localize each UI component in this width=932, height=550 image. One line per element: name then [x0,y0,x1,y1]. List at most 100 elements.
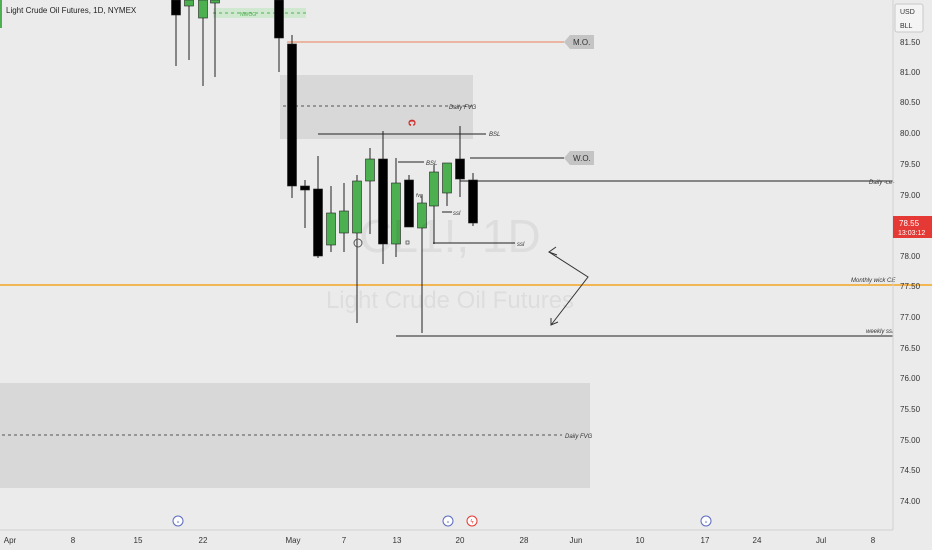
candle-bear [468,179,478,224]
calendar-icon-glyph: » [177,520,180,526]
wo-badge-shape [564,151,594,165]
event-icon-2[interactable]: » [442,515,454,527]
calendar-icon [172,515,184,527]
left-edge-bar [0,0,2,28]
candle-bull [339,210,349,234]
circle-marker [353,238,363,248]
candle-bear [404,179,414,228]
price-tick-label: 78.00 [900,252,921,261]
candle-bear [274,0,284,39]
mo-label: M.O. [573,38,590,47]
price-tick-label: 81.00 [900,68,921,77]
watermark-name: Light Crude Oil Futures [326,287,574,314]
price-tick-label: 76.50 [900,344,921,353]
calendar-icon [700,515,712,527]
lightning-icon [466,515,478,527]
weekly-ssl-label: weekly ssl [866,329,894,335]
price-tick-label: 79.50 [900,160,921,169]
symbol-title[interactable]: Light Crude Oil Futures, 1D, NYMEX [6,6,137,15]
price-tick-label: 75.50 [900,405,921,414]
countdown-value: 13:03:12 [898,230,925,237]
arrow-head-upper [547,246,558,256]
currency-box-frame [894,3,924,33]
event-icon-3[interactable]: ϟ [466,515,478,527]
candle-bull [417,202,427,229]
unit-label: BLL [900,23,913,30]
currency-label: USD [900,9,915,16]
candle-bear [300,185,310,191]
currency-box[interactable]: USD BLL [894,3,924,33]
daily-ce-label: Daily -ce- [869,180,894,186]
arrow-path [548,251,589,326]
time-tick-label: 15 [134,536,143,545]
candle-bull [352,180,362,234]
time-axis[interactable]: Apr 8 15 22 May 7 13 20 28 Jun 10 17 24 Jul 8 [4,536,876,545]
time-tick-label: 24 [753,536,762,545]
lightning-icon-glyph: ϟ [470,520,474,526]
time-tick-label: 28 [520,536,529,545]
bsl-lower-label: BSL [426,161,437,167]
price-tick-label: 74.50 [900,466,921,475]
nwog-label: NWOG [240,12,256,18]
time-tick-label: Jun [570,536,583,545]
time-tick-label: Jul [816,536,826,545]
daily-fvg-upper-label: Daily FVG [449,105,477,111]
calendar-icon-glyph: » [447,520,450,526]
candle-bull [429,171,439,207]
candle-bull [442,162,452,194]
candle-bull [365,158,375,182]
time-tick-label: 8 [71,536,76,545]
daily-fvg-lower-label: Daily FVG [565,434,593,440]
ssl-label-2: ssl [453,211,461,217]
square-marker [405,240,410,245]
bsl-upper-label: BSL [489,132,500,138]
candles-group [171,0,478,333]
last-price-badge-bg [893,216,932,238]
price-tick-label: 80.00 [900,129,921,138]
time-tick-label: May [285,536,300,545]
nwog-box [213,8,306,18]
price-tick-label: 77.50 [900,282,921,291]
last-price-value: 78.55 [899,219,920,228]
candle-bear [171,0,181,16]
daily-fvg-box-upper [280,75,473,139]
wo-label: W.O. [573,154,591,163]
candle-bear [287,43,297,187]
time-tick-label: Apr [4,536,17,545]
time-tick-label: 22 [199,536,208,545]
watermark-symbol: CL1!, 1D [359,210,541,262]
fvg-small-label: fvg [416,193,423,199]
price-tick-label: 81.50 [900,38,921,47]
time-tick-label: 13 [393,536,402,545]
mo-badge-shape [564,35,594,49]
event-icon-4[interactable]: » [700,515,712,527]
price-tick-label: 79.00 [900,191,921,200]
candle-bear [455,158,465,180]
price-tick-label: 74.00 [900,497,921,506]
time-tick-label: 8 [871,536,876,545]
time-tick-label: 20 [456,536,465,545]
time-tick-label: 10 [636,536,645,545]
candle-bear [313,188,323,257]
price-tick-label: 80.50 [900,98,921,107]
candle-bull [184,0,194,7]
price-tick-label: 75.00 [900,436,921,445]
calendar-icon-glyph: » [705,520,708,526]
candle-bull [210,0,220,4]
time-tick-label: 7 [342,536,347,545]
mo-badge[interactable]: M.O. [564,35,594,49]
calendar-icon [442,515,454,527]
wo-badge[interactable]: W.O. [564,151,594,165]
event-icon-1[interactable]: » [172,515,184,527]
time-tick-label: 17 [701,536,710,545]
price-tick-label: 76.00 [900,374,921,383]
magnet-icon: ᴒ [408,114,416,129]
monthly-wick-ce-label: Monthly wick CE [851,278,896,284]
ssl-label-1: ssl [517,242,525,248]
candle-bear [378,158,388,245]
price-axis[interactable]: 81.5081.0080.5080.0079.5079.0078.5078.00… [900,38,921,506]
last-price-badge[interactable]: 78.55 13:03:12 [893,216,932,238]
candle-bull [326,212,336,246]
candle-bull [391,182,401,245]
